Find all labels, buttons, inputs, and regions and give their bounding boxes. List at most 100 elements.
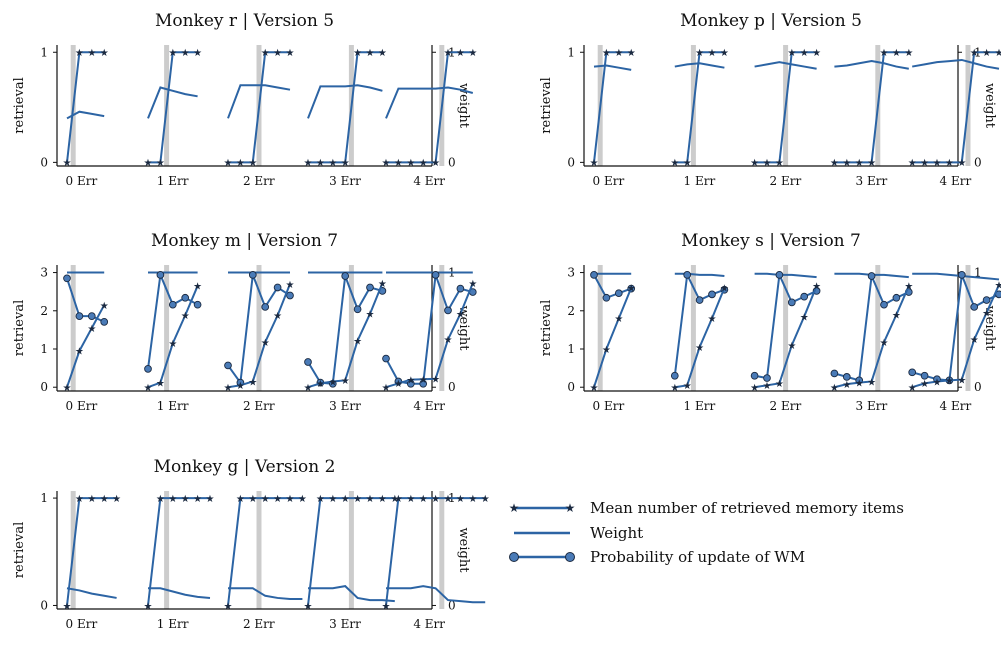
legend-update-label: Probability of update of WM xyxy=(590,548,805,566)
x-tick-label: 1 Err xyxy=(157,399,189,413)
retrieval-point: ★ xyxy=(193,494,202,505)
update-line xyxy=(593,274,632,300)
y-tick-label: 3 xyxy=(40,266,48,280)
x-tick-label: 1 Err xyxy=(684,399,716,413)
x-tick-label: 4 Err xyxy=(940,399,972,413)
retrieval-point: ★ xyxy=(353,336,362,347)
update-point xyxy=(366,283,374,292)
y-axis-label: retrieval xyxy=(12,77,27,133)
retrieval-point: ★ xyxy=(273,48,282,59)
retrieval-point: ★ xyxy=(431,158,440,169)
retrieval-point: ★ xyxy=(468,279,477,290)
retrieval-point: ★ xyxy=(261,338,270,349)
retrieval-point: ★ xyxy=(304,601,313,612)
retrieval-point: ★ xyxy=(855,378,864,389)
retrieval-line xyxy=(834,285,910,389)
retrieval-point: ★ xyxy=(945,376,954,387)
error-band xyxy=(256,491,262,609)
update-point xyxy=(920,371,929,380)
retrieval-point: ★ xyxy=(867,158,876,169)
retrieval-line xyxy=(754,285,818,389)
retrieval-point: ★ xyxy=(614,314,623,325)
retrieval-point: ★ xyxy=(366,310,375,321)
error-band xyxy=(348,491,354,609)
update-line xyxy=(307,275,383,385)
x-tick-label: 0 Err xyxy=(66,174,98,188)
retrieval-line xyxy=(147,285,199,389)
weight-line xyxy=(912,58,1000,70)
legend-update-circle-left xyxy=(509,552,519,562)
retrieval-point: ★ xyxy=(193,48,202,59)
update-point xyxy=(775,271,784,279)
retrieval-point: ★ xyxy=(787,341,796,352)
retrieval-point: ★ xyxy=(286,280,295,291)
retrieval-point: ★ xyxy=(406,158,415,169)
retrieval-point: ★ xyxy=(394,158,403,169)
retrieval-point: ★ xyxy=(366,494,375,505)
retrieval-point: ★ xyxy=(800,48,809,59)
retrieval-point: ★ xyxy=(431,375,440,386)
retrieval-line xyxy=(593,287,633,388)
update-line xyxy=(147,271,199,370)
y-axis-label: retrieval xyxy=(12,300,27,356)
retrieval-point: ★ xyxy=(904,282,913,293)
retrieval-line xyxy=(147,497,210,606)
retrieval-point: ★ xyxy=(236,381,245,392)
panels: Monkey r | Version 5 0 Err 1 Err 2 Err 3 Err… xyxy=(12,11,1001,631)
error-band xyxy=(70,265,76,391)
retrieval-point: ★ xyxy=(63,158,72,169)
update-point xyxy=(880,300,888,309)
legend-weight-label: Weight xyxy=(590,524,643,542)
update-point xyxy=(248,271,257,279)
x-tick-label: 3 Err xyxy=(856,399,888,413)
retrieval-point: ★ xyxy=(892,310,901,321)
retrieval-point: ★ xyxy=(867,377,876,388)
retrieval-point: ★ xyxy=(378,279,387,290)
panel-1: Monkey r | Version 5 0 Err 1 Err 2 Err 3 Err… xyxy=(12,11,477,188)
retrieval-point: ★ xyxy=(775,158,784,169)
x-tick-label: 0 Err xyxy=(66,617,98,631)
retrieval-point: ★ xyxy=(419,158,428,169)
retrieval-point: ★ xyxy=(957,375,966,386)
retrieval-point: ★ xyxy=(670,158,679,169)
y2-tick-label: 0 xyxy=(448,598,456,612)
y-tick-label: 0 xyxy=(40,598,48,612)
retrieval-point: ★ xyxy=(683,158,692,169)
update-point xyxy=(456,284,465,293)
update-point xyxy=(708,290,716,299)
y2-axis-label: weight xyxy=(456,528,471,574)
retrieval-line xyxy=(227,283,291,389)
error-band xyxy=(439,265,445,391)
x-tick-label: 1 Err xyxy=(157,174,189,188)
retrieval-point: ★ xyxy=(206,494,215,505)
x-tick-label: 1 Err xyxy=(684,174,716,188)
retrieval-point: ★ xyxy=(720,284,729,295)
x-tick-label: 0 Err xyxy=(593,174,625,188)
retrieval-point: ★ xyxy=(419,494,428,505)
update-point xyxy=(982,296,991,304)
retrieval-point: ★ xyxy=(63,383,72,394)
update-point xyxy=(353,305,362,314)
retrieval-point: ★ xyxy=(695,48,704,59)
weight-line xyxy=(674,62,725,69)
retrieval-line xyxy=(308,51,383,164)
retrieval-point: ★ xyxy=(100,301,109,312)
retrieval-point: ★ xyxy=(904,48,913,59)
retrieval-point: ★ xyxy=(63,601,72,612)
y2-tick-label: 0 xyxy=(448,155,456,169)
retrieval-point: ★ xyxy=(328,494,337,505)
update-point xyxy=(193,300,202,309)
retrieval-line xyxy=(834,51,909,164)
retrieval-point: ★ xyxy=(880,338,889,349)
retrieval-point: ★ xyxy=(763,381,772,392)
update-point xyxy=(892,293,901,302)
retrieval-point: ★ xyxy=(456,310,465,321)
weight-line xyxy=(754,61,817,70)
retrieval-point: ★ xyxy=(224,158,233,169)
y-tick-label: 2 xyxy=(40,304,48,318)
error-band xyxy=(348,265,354,391)
retrieval-point: ★ xyxy=(812,48,821,59)
retrieval-line xyxy=(674,51,725,164)
retrieval-point: ★ xyxy=(181,494,190,505)
update-point xyxy=(181,293,190,302)
